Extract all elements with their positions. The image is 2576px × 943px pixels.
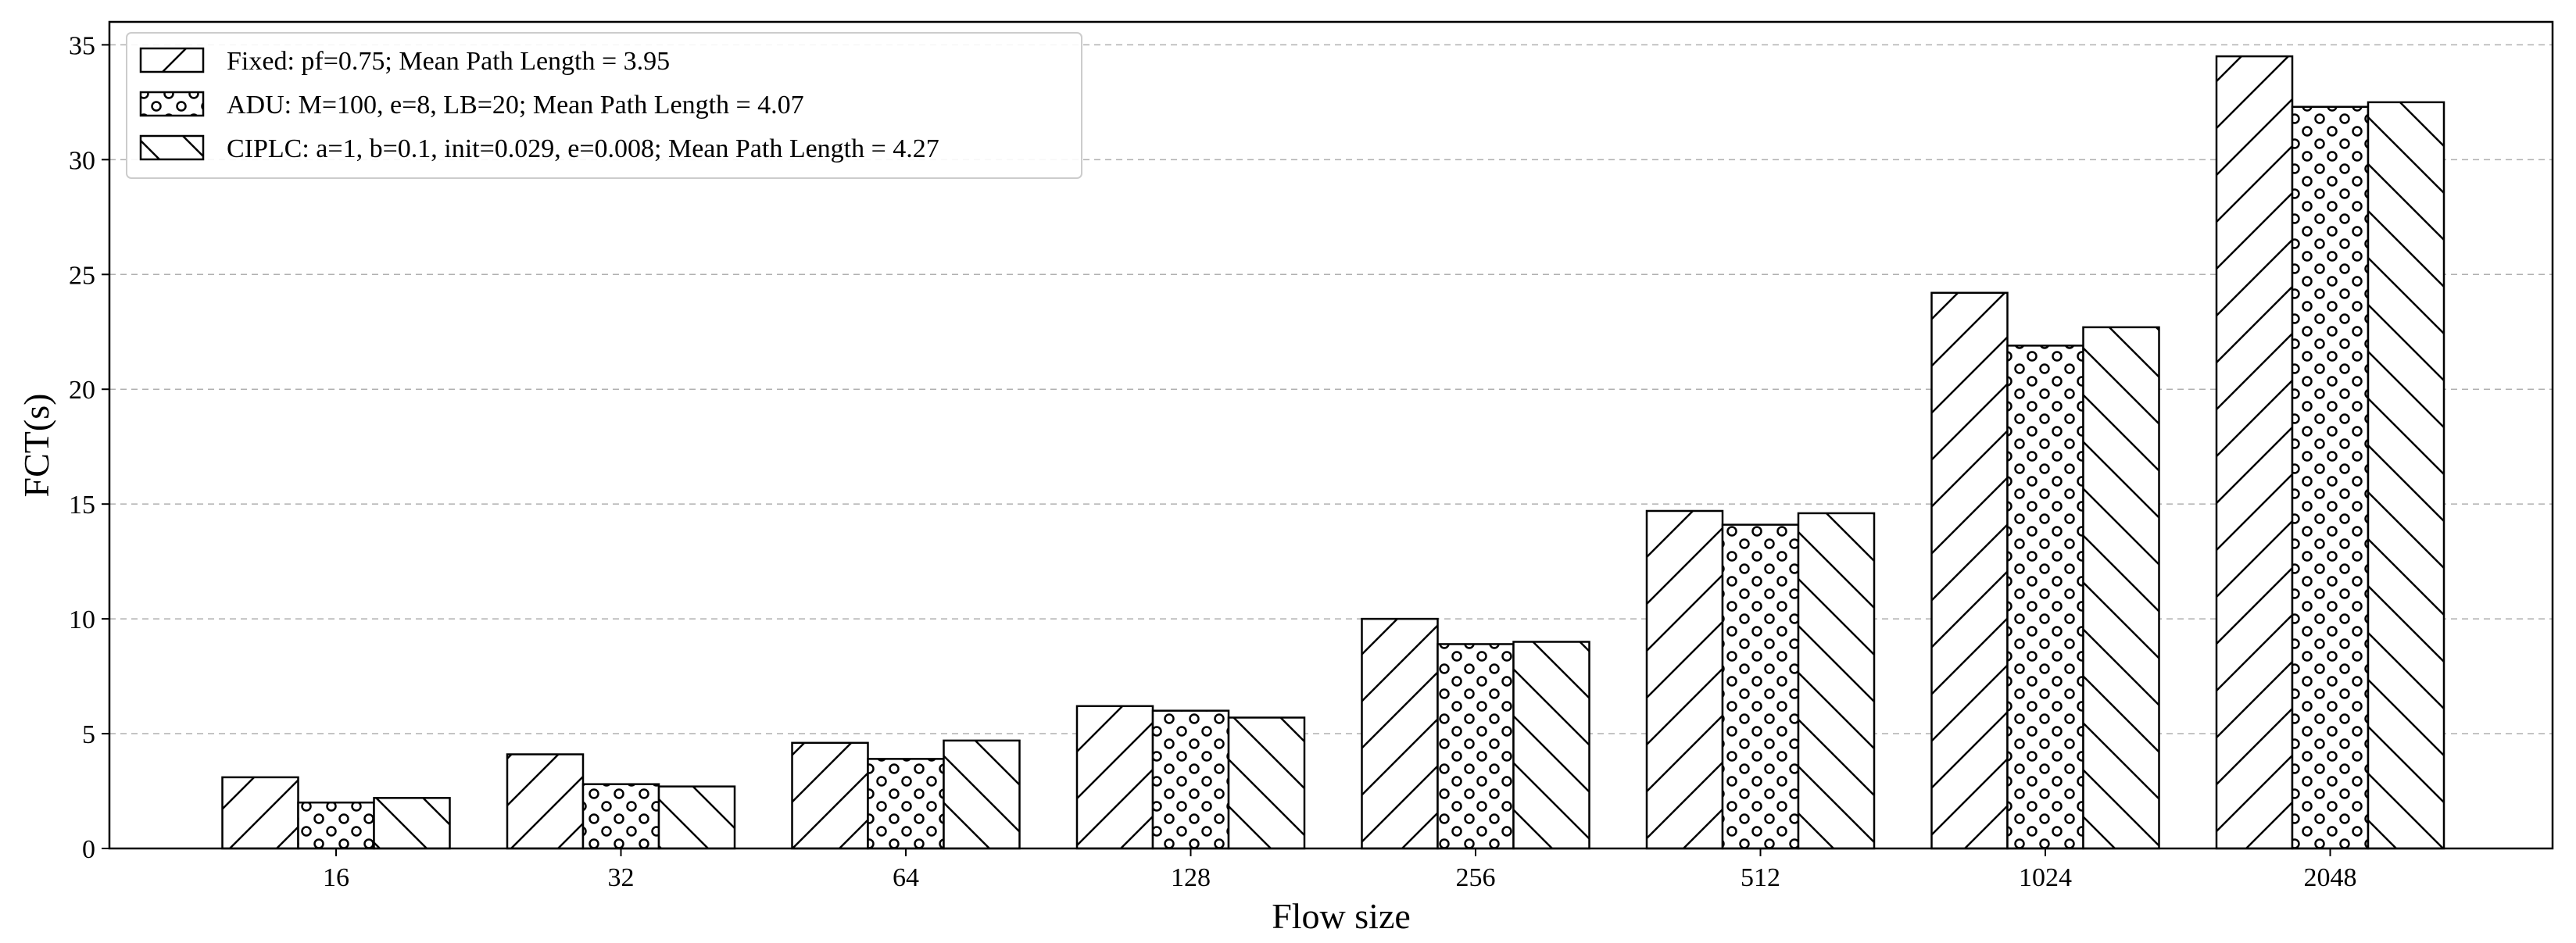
legend-swatch-3 (139, 134, 205, 161)
bar-512-series-3 (1797, 512, 1876, 850)
bar-32-series-2 (581, 783, 660, 850)
y-tick-label: 5 (82, 720, 95, 749)
y-tick-label: 10 (69, 605, 95, 634)
x-axis-title: Flow size (1272, 896, 1411, 936)
bar-2048-series-2 (2291, 105, 2370, 850)
bar-64-series-1 (791, 741, 869, 850)
bar-64-series-3 (943, 739, 1021, 850)
bar-512-series-1 (1645, 509, 1724, 850)
bar-16-series-2 (297, 801, 375, 850)
y-tick-label: 35 (69, 31, 95, 60)
y-tick-label: 0 (82, 835, 95, 864)
bar-1024-series-1 (1930, 291, 2009, 850)
x-tick-label: 128 (1171, 863, 1211, 892)
y-tick-label: 15 (69, 491, 95, 520)
bar-32-series-3 (657, 785, 736, 850)
bar-2048-series-3 (2367, 101, 2445, 850)
tick-labels: 0 5 10 15 20 25 30 35 16 32 64 128 256 512 1024 2048 (69, 31, 2357, 892)
legend-swatch-1 (139, 47, 205, 73)
bar-32-series-1 (506, 753, 585, 850)
bar-1024-series-2 (2006, 345, 2084, 850)
bar-128-series-3 (1227, 716, 1306, 850)
x-tick-label: 256 (1456, 863, 1496, 892)
bar-2048-series-1 (2215, 55, 2294, 850)
legend-label-2: ADU: M=100, e=8, LB=20; Mean Path Length… (227, 91, 804, 120)
x-tick-label: 512 (1741, 863, 1780, 892)
bar-512-series-2 (1721, 523, 1800, 850)
bars (221, 55, 2445, 850)
x-tick-label: 2048 (2304, 863, 2357, 892)
y-tick-label: 30 (69, 146, 95, 175)
y-tick-label: 25 (69, 261, 95, 290)
x-tick-label: 32 (608, 863, 635, 892)
legend-label-3: CIPLC: a=1, b=0.1, init=0.029, e=0.008; … (227, 134, 939, 163)
bar-128-series-1 (1075, 705, 1154, 850)
bar-1024-series-3 (2082, 326, 2160, 850)
legend: Fixed: pf=0.75; Mean Path Length = 3.95 A… (126, 32, 1082, 179)
bar-64-series-2 (867, 758, 945, 850)
bar-256-series-2 (1436, 643, 1515, 850)
bar-16-series-3 (373, 797, 451, 850)
bar-16-series-1 (221, 776, 299, 850)
plot-frame (108, 20, 2554, 850)
bar-128-series-2 (1151, 709, 1230, 850)
legend-label-1: Fixed: pf=0.75; Mean Path Length = 3.95 (227, 47, 670, 76)
x-tick-label: 1024 (2019, 863, 2072, 892)
axes (102, 20, 2554, 856)
bar-256-series-1 (1361, 617, 1439, 850)
y-tick-label: 20 (69, 376, 95, 405)
legend-box (126, 32, 1082, 179)
y-axis-title: FCT(s) (16, 394, 56, 498)
x-tick-label: 16 (323, 863, 349, 892)
x-tick-label: 64 (893, 863, 919, 892)
bar-256-series-3 (1512, 641, 1590, 850)
legend-swatch-2 (139, 91, 205, 117)
